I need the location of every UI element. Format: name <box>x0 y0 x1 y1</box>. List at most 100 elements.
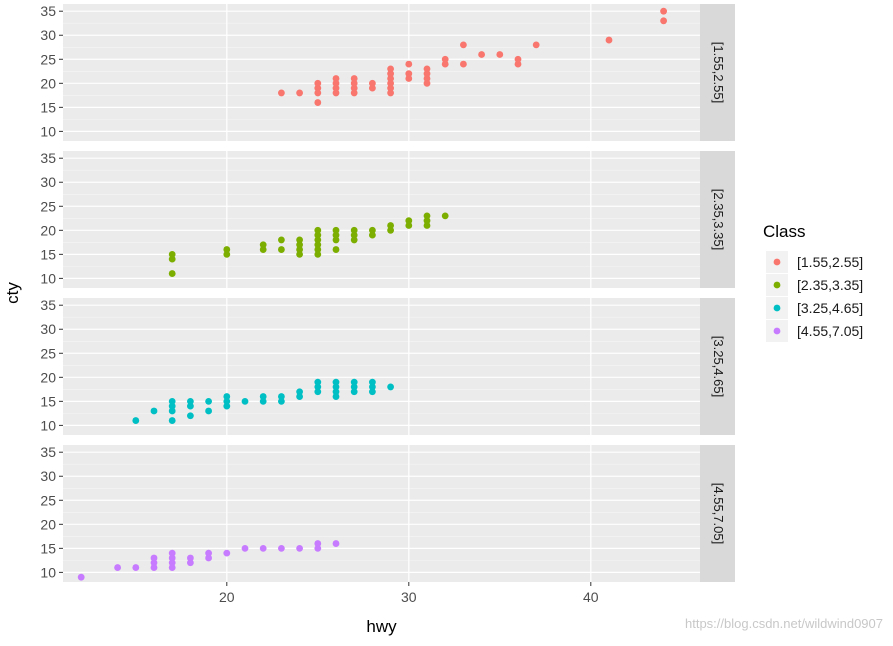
data-point <box>332 388 340 396</box>
y-tick-label: 10 <box>40 417 56 433</box>
data-point <box>332 246 340 253</box>
data-point <box>150 564 158 571</box>
legend-key-point <box>773 258 781 266</box>
data-point <box>296 393 303 400</box>
data-point <box>350 236 358 244</box>
data-point <box>332 226 340 234</box>
data-point <box>369 84 376 92</box>
y-tick-label: 35 <box>40 297 56 313</box>
data-point <box>369 388 376 396</box>
data-point <box>605 36 613 44</box>
data-point <box>223 397 231 405</box>
data-point <box>314 79 322 87</box>
data-point <box>332 79 340 87</box>
data-point <box>187 412 194 420</box>
data-point <box>387 65 394 73</box>
data-point <box>77 573 85 581</box>
data-point <box>296 246 303 253</box>
data-point <box>278 89 285 97</box>
data-point <box>314 89 322 97</box>
data-point <box>405 222 413 229</box>
data-point <box>259 544 267 552</box>
legend-label: [2.35,3.35] <box>797 277 863 293</box>
y-tick-label: 30 <box>40 321 56 337</box>
data-point <box>496 51 504 58</box>
facet-strip <box>700 151 735 288</box>
facet-strip <box>700 4 735 141</box>
data-point <box>296 236 303 244</box>
legend-label: [3.25,4.65] <box>797 300 863 316</box>
data-point <box>460 41 467 49</box>
data-point <box>314 84 322 92</box>
data-point <box>350 75 358 82</box>
data-point <box>187 402 194 410</box>
data-point <box>332 236 340 244</box>
data-point <box>296 250 303 258</box>
facet-strip-label: [4.55,7.05] <box>711 483 726 544</box>
data-point <box>168 549 176 557</box>
data-point <box>350 388 358 396</box>
data-point <box>187 554 194 562</box>
x-axis-title: hwy <box>366 617 397 636</box>
data-point <box>259 393 267 400</box>
data-point <box>350 383 358 391</box>
data-point <box>350 231 358 239</box>
data-point <box>423 75 431 82</box>
y-tick-label: 10 <box>40 564 56 580</box>
data-point <box>332 231 340 239</box>
data-point <box>205 554 213 562</box>
data-point <box>405 70 413 78</box>
data-point <box>405 75 413 82</box>
data-point <box>223 246 231 253</box>
data-point <box>278 393 285 400</box>
data-point <box>423 212 431 220</box>
data-point <box>423 217 431 225</box>
y-axis-title: cty <box>3 282 22 304</box>
data-point <box>314 236 322 244</box>
data-point <box>369 383 376 391</box>
y-tick-label: 25 <box>40 198 56 214</box>
facet-strip <box>700 298 735 435</box>
data-point <box>168 417 176 424</box>
data-point <box>168 407 176 415</box>
data-point <box>223 393 231 400</box>
data-point <box>478 51 485 58</box>
data-point <box>205 549 213 557</box>
data-point <box>387 79 394 87</box>
y-tick-label: 35 <box>40 150 56 166</box>
x-tick-label: 30 <box>401 589 417 605</box>
data-point <box>132 417 140 424</box>
data-point <box>387 70 394 78</box>
data-point <box>332 540 340 547</box>
data-point <box>441 60 449 68</box>
y-tick-label: 15 <box>40 246 56 262</box>
data-point <box>168 397 176 405</box>
data-point <box>350 378 358 386</box>
data-point <box>278 544 285 552</box>
data-point <box>205 397 213 405</box>
data-point <box>259 397 267 405</box>
data-point <box>532 41 540 49</box>
data-point <box>223 250 231 258</box>
legend-key-point <box>773 304 781 312</box>
data-point <box>223 402 231 410</box>
data-point <box>168 559 176 567</box>
y-tick-label: 15 <box>40 540 56 556</box>
data-point <box>241 397 249 405</box>
data-point <box>314 378 322 386</box>
panel-background <box>63 4 700 141</box>
data-point <box>405 217 413 225</box>
data-point <box>132 564 140 571</box>
data-point <box>314 99 322 106</box>
data-point <box>168 250 176 258</box>
data-point <box>187 559 194 567</box>
y-tick-label: 20 <box>40 75 56 91</box>
y-tick-label: 10 <box>40 123 56 139</box>
watermark-text: https://blog.csdn.net/wildwind0907 <box>684 616 883 631</box>
data-point <box>369 79 376 87</box>
x-tick-label: 20 <box>219 589 235 605</box>
data-point <box>278 246 285 253</box>
facet-strip-label: [1.55,2.55] <box>711 42 726 103</box>
